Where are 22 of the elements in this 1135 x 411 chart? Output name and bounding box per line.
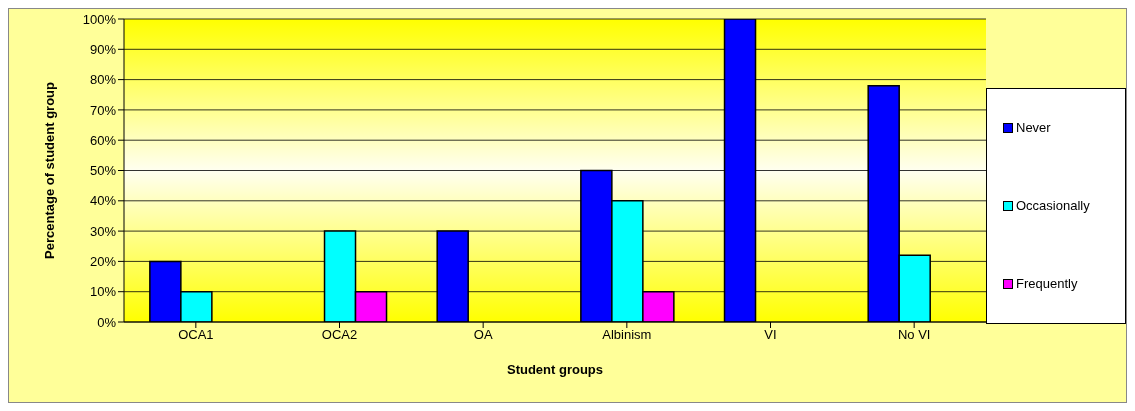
- x-tick-label: VI: [764, 327, 777, 343]
- y-tick-label: 80%: [89, 72, 117, 88]
- x-axis-title: Student groups: [506, 362, 604, 377]
- x-tick-label: OA: [473, 327, 493, 343]
- legend-label: Never: [1016, 120, 1051, 135]
- legend-label: Frequently: [1016, 276, 1078, 291]
- x-tick-label: Albinism: [602, 327, 652, 343]
- y-tick-label: 50%: [89, 163, 117, 179]
- y-tick-label: 60%: [89, 132, 117, 148]
- y-tick-label: 40%: [89, 193, 117, 209]
- y-tick-label: 0%: [97, 314, 117, 330]
- y-tick-label: 30%: [89, 223, 117, 239]
- legend-label: Occasionally: [1016, 198, 1090, 213]
- x-tick-label: OCA1: [178, 327, 214, 343]
- y-tick-label: 70%: [89, 102, 117, 118]
- x-tick-label: No VI: [897, 327, 931, 343]
- y-tick-label: 100%: [82, 11, 117, 27]
- x-tick-label: OCA2: [321, 327, 358, 343]
- y-axis-title: Percentage of student group: [41, 81, 57, 259]
- y-tick-label: 90%: [89, 41, 117, 57]
- y-tick-label: 20%: [89, 254, 117, 270]
- y-tick-label: 10%: [89, 284, 117, 300]
